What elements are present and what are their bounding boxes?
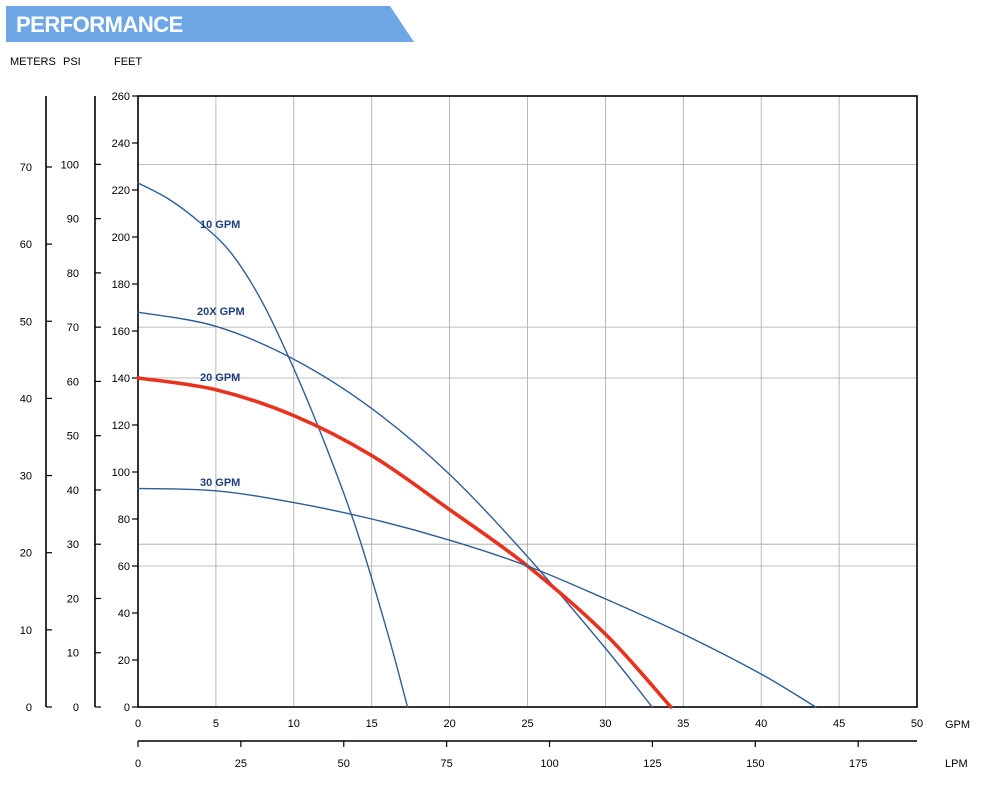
page-title: PERFORMANCE <box>16 12 183 37</box>
gpm-tick-label: 20 <box>443 718 455 730</box>
banner-shape <box>6 6 414 42</box>
gpm-tick-label: 0 <box>135 718 141 730</box>
gpm-tick-label: 40 <box>755 718 767 730</box>
feet-tick-label: 160 <box>112 326 130 338</box>
psi-axis-label: PSI <box>63 56 81 68</box>
lpm-tick-label: 150 <box>746 758 764 770</box>
lpm-tick-label: 125 <box>643 758 661 770</box>
feet-tick-label: 220 <box>112 185 130 197</box>
psi-tick-label: 40 <box>67 485 79 497</box>
series-label-30-gpm: 30 GPM <box>200 477 240 489</box>
meters-tick-label: 60 <box>20 239 32 251</box>
meters-tick-label: 30 <box>20 471 32 483</box>
feet-tick-label: 100 <box>112 467 130 479</box>
psi-tick-label: 80 <box>67 268 79 280</box>
lpm-tick-label: 0 <box>135 758 141 770</box>
plot-frame <box>137 95 918 708</box>
series-label-20x-gpm: 20X GPM <box>197 306 245 318</box>
psi-tick-label: 60 <box>67 376 79 388</box>
gpm-tick-label: 30 <box>599 718 611 730</box>
feet-tick-label: 140 <box>112 373 130 385</box>
meters-tick-label: 20 <box>20 548 32 560</box>
lpm-tick-label: 175 <box>849 758 867 770</box>
meters-tick-label: 0 <box>26 702 32 714</box>
gpm-tick-label: 35 <box>677 718 689 730</box>
feet-tick-label: 20 <box>118 655 130 667</box>
feet-tick-label: 180 <box>112 279 130 291</box>
series-line-30-gpm <box>137 487 817 708</box>
series-line-20-gpm <box>136 376 673 709</box>
psi-tick-label: 20 <box>67 593 79 605</box>
feet-tick-label: 260 <box>112 91 130 103</box>
psi-tick-label: 30 <box>67 539 79 551</box>
meters-tick-label: 40 <box>20 393 32 405</box>
feet-axis-label: FEET <box>114 56 142 68</box>
feet-tick-label: 0 <box>124 702 130 714</box>
series-layer <box>136 182 817 709</box>
gpm-tick-label: 25 <box>521 718 533 730</box>
feet-tick-label: 40 <box>118 608 130 620</box>
series-label-10-gpm: 10 GPM <box>200 219 240 231</box>
lpm-tick-label: 50 <box>338 758 350 770</box>
series-labels-layer: 10 GPM 20X GPM 20 GPM 30 GPM <box>197 219 245 489</box>
lpm-axis-label: LPM <box>945 758 968 770</box>
lpm-tick-label: 25 <box>235 758 247 770</box>
gpm-tick-label: 5 <box>213 718 219 730</box>
series-line-20x-gpm <box>137 311 653 708</box>
meters-tick-label: 10 <box>20 625 32 637</box>
gpm-tick-label: 10 <box>288 718 300 730</box>
lpm-tick-label: 100 <box>540 758 558 770</box>
gpm-tick-label: 45 <box>833 718 845 730</box>
gpm-tick-label: 15 <box>366 718 378 730</box>
psi-tick-label: 50 <box>67 431 79 443</box>
psi-tick-label: 100 <box>61 159 79 171</box>
psi-tick-label: 10 <box>67 648 79 660</box>
meters-tick-label: 50 <box>20 316 32 328</box>
axes-layer: 0204060801001201401601802002202402600102… <box>20 91 923 770</box>
meters-axis-label: METERS <box>10 56 56 68</box>
series-label-20-gpm: 20 GPM <box>200 372 240 384</box>
psi-tick-label: 90 <box>67 214 79 226</box>
feet-tick-label: 120 <box>112 420 130 432</box>
lpm-tick-label: 75 <box>441 758 453 770</box>
gpm-axis-label: GPM <box>945 719 970 731</box>
series-line-10-gpm <box>137 182 409 708</box>
header-banner: PERFORMANCE <box>6 6 414 42</box>
psi-tick-label: 0 <box>73 702 79 714</box>
feet-tick-label: 80 <box>118 514 130 526</box>
feet-tick-label: 60 <box>118 561 130 573</box>
psi-tick-label: 70 <box>67 322 79 334</box>
feet-tick-label: 200 <box>112 232 130 244</box>
feet-tick-label: 240 <box>112 138 130 150</box>
meters-tick-label: 70 <box>20 162 32 174</box>
gpm-tick-label: 50 <box>911 718 923 730</box>
